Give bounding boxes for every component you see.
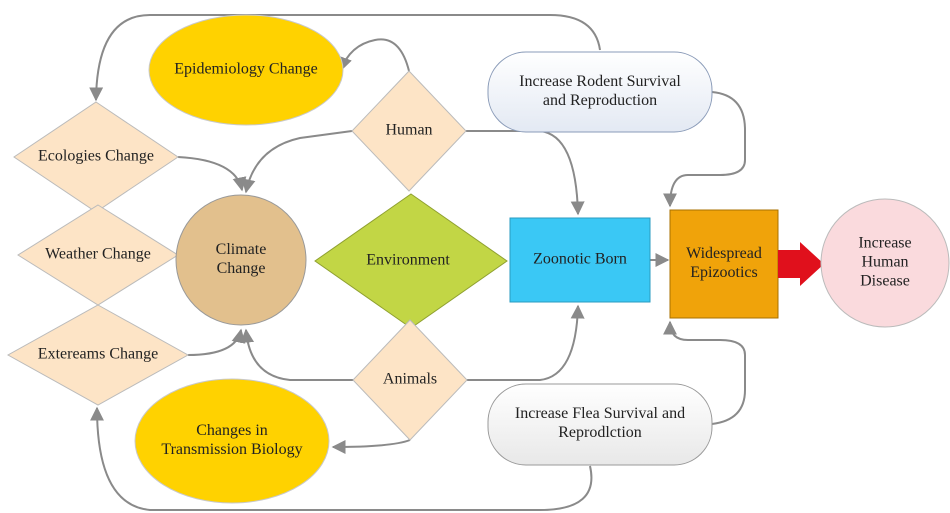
circle <box>820 198 950 328</box>
rect <box>509 217 651 303</box>
edge <box>338 38 410 72</box>
node-label: Weather Change <box>45 246 151 263</box>
labels: Epidemiology Change Increase Rodent Survi… <box>38 61 912 459</box>
circle <box>175 194 307 326</box>
edge <box>187 328 246 356</box>
node-label: Increase Flea Survival and <box>515 405 685 422</box>
node-label: and Reproduction <box>543 92 657 109</box>
node-label: Epizootics <box>690 264 758 281</box>
edge <box>466 130 585 216</box>
node-label: Animals <box>383 371 437 388</box>
rounded-rect <box>487 383 713 466</box>
node-label: Increase <box>858 235 911 252</box>
ellipse <box>134 378 330 504</box>
node-label: Transmission Biology <box>161 441 302 458</box>
diamond <box>6 304 190 406</box>
node-label: Epidemiology Change <box>174 61 318 78</box>
edge <box>663 320 746 425</box>
node-label: Increase Rodent Survival <box>519 73 681 90</box>
node-label: Human <box>385 122 432 139</box>
ellipse <box>148 14 344 126</box>
shapes <box>6 14 950 504</box>
node-label: Zoonotic Born <box>533 251 627 268</box>
edge <box>663 91 746 208</box>
node-label: Changes in <box>196 422 268 439</box>
node-label: Human <box>861 254 908 271</box>
rounded-rect <box>487 51 713 133</box>
edge <box>241 130 353 194</box>
edge <box>177 156 247 192</box>
node-label: Ecologies Change <box>38 148 154 165</box>
edge <box>331 439 411 454</box>
block-arrow <box>778 242 824 286</box>
node-label: Change <box>217 260 266 277</box>
node-label: Widespread <box>686 245 762 262</box>
diamond <box>351 70 467 192</box>
node-label: Reprodlction <box>558 424 642 441</box>
node-label: Climate <box>216 241 267 258</box>
edge <box>467 304 585 381</box>
node-label: Extereams Change <box>38 346 158 363</box>
edges <box>89 14 746 511</box>
edge <box>89 14 601 102</box>
node-label: Disease <box>860 273 910 290</box>
node-label: Environment <box>366 252 450 269</box>
rect <box>669 209 779 319</box>
edge <box>90 406 593 511</box>
diamond <box>352 319 468 441</box>
edge <box>240 328 353 381</box>
